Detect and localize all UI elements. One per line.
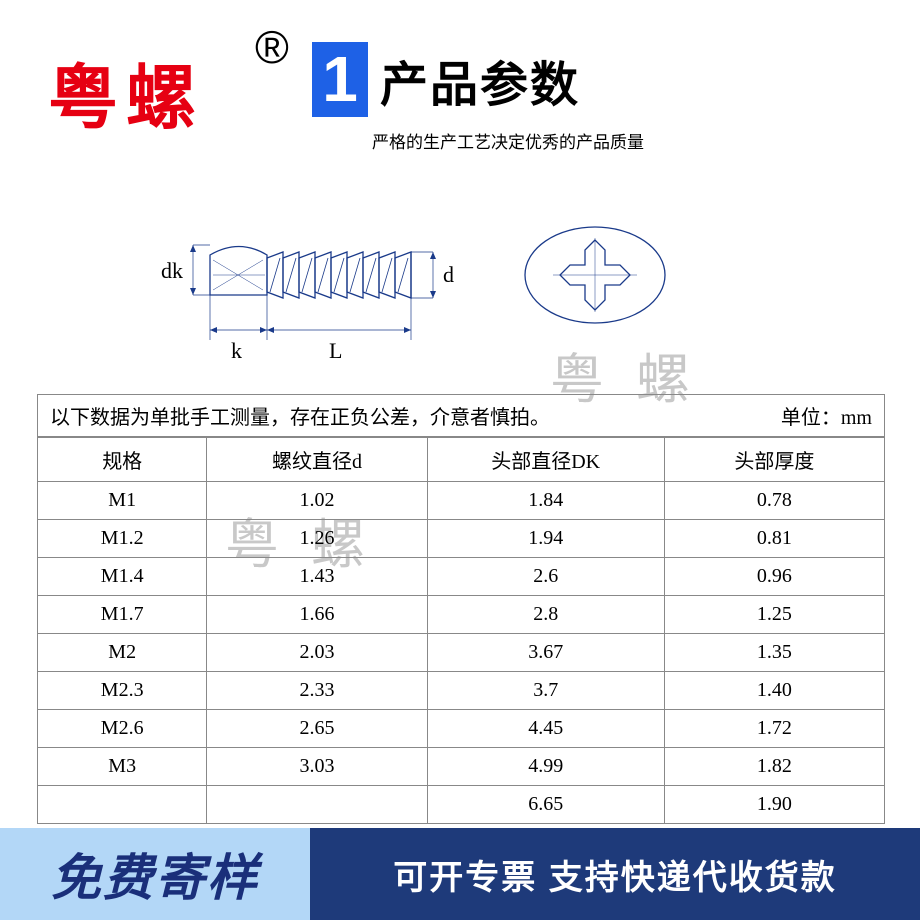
table-cell: 2.65 — [207, 710, 427, 748]
table-cell: 1.72 — [664, 710, 884, 748]
table-row: M1.41.432.60.96 — [38, 558, 885, 596]
label-d: d — [443, 262, 454, 287]
table-cell: M1.7 — [38, 596, 207, 634]
table-cell: M3 — [38, 748, 207, 786]
table-col-header: 螺纹直径d — [207, 438, 427, 482]
table-cell: 0.96 — [664, 558, 884, 596]
registered-mark: ® — [255, 20, 289, 74]
banner-right: 可开专票 支持快递代收货款 — [310, 828, 920, 920]
table-cell: M2.3 — [38, 672, 207, 710]
table-cell — [207, 786, 427, 824]
table-cell: 1.25 — [664, 596, 884, 634]
table-cell — [38, 786, 207, 824]
table-cell: 1.66 — [207, 596, 427, 634]
table-cell: 1.02 — [207, 482, 427, 520]
table-cell: M1 — [38, 482, 207, 520]
table-cell: 3.7 — [427, 672, 664, 710]
table-header-note-row: 以下数据为单批手工测量，存在正负公差，介意者慎拍。 单位：mm — [37, 394, 885, 437]
table-cell: M1.4 — [38, 558, 207, 596]
label-L: L — [329, 338, 342, 363]
table-cell: 4.99 — [427, 748, 664, 786]
table-row: M11.021.840.78 — [38, 482, 885, 520]
bottom-banner: 免费寄样 可开专票 支持快递代收货款 — [0, 828, 920, 920]
spec-table-container: 以下数据为单批手工测量，存在正负公差，介意者慎拍。 单位：mm 规格 螺纹直径d… — [37, 394, 885, 824]
table-row: M22.033.671.35 — [38, 634, 885, 672]
brand-logo: 粤螺 — [48, 42, 204, 143]
table-cell: 3.67 — [427, 634, 664, 672]
screw-diagram: dk d k L — [155, 200, 775, 380]
banner-left: 免费寄样 — [0, 828, 310, 920]
table-cell: 0.81 — [664, 520, 884, 558]
table-cell: 1.26 — [207, 520, 427, 558]
table-cell: 1.84 — [427, 482, 664, 520]
table-cell: 1.43 — [207, 558, 427, 596]
table-cell: M2 — [38, 634, 207, 672]
section-subtitle: 严格的生产工艺决定优秀的产品质量 — [372, 128, 644, 153]
table-cell: 1.90 — [664, 786, 884, 824]
table-note: 以下数据为单批手工测量，存在正负公差，介意者慎拍。 — [50, 401, 550, 430]
table-cell: 6.65 — [427, 786, 664, 824]
table-cell: 2.6 — [427, 558, 664, 596]
table-cell: 1.94 — [427, 520, 664, 558]
section-title: 产品参数 — [380, 45, 580, 115]
label-dk: dk — [161, 258, 183, 283]
table-row: M2.32.333.71.40 — [38, 672, 885, 710]
label-k: k — [231, 338, 242, 363]
table-cell: 0.78 — [664, 482, 884, 520]
table-cell: M2.6 — [38, 710, 207, 748]
table-col-header: 头部厚度 — [664, 438, 884, 482]
table-cell: 4.45 — [427, 710, 664, 748]
section-number-badge: 1 — [312, 42, 368, 117]
table-row: M1.71.662.81.25 — [38, 596, 885, 634]
table-cell: 1.35 — [664, 634, 884, 672]
table-row: M1.21.261.940.81 — [38, 520, 885, 558]
table-cell: M1.2 — [38, 520, 207, 558]
table-cell: 3.03 — [207, 748, 427, 786]
table-cell: 2.8 — [427, 596, 664, 634]
table-col-header: 头部直径DK — [427, 438, 664, 482]
spec-table: 规格 螺纹直径d 头部直径DK 头部厚度 M11.021.840.78M1.21… — [37, 437, 885, 824]
table-row: M2.62.654.451.72 — [38, 710, 885, 748]
table-header-row: 规格 螺纹直径d 头部直径DK 头部厚度 — [38, 438, 885, 482]
table-cell: 1.82 — [664, 748, 884, 786]
table-cell: 1.40 — [664, 672, 884, 710]
table-row: M33.034.991.82 — [38, 748, 885, 786]
table-row: 6.651.90 — [38, 786, 885, 824]
table-cell: 2.33 — [207, 672, 427, 710]
table-unit: 单位：mm — [781, 401, 872, 430]
table-col-header: 规格 — [38, 438, 207, 482]
table-cell: 2.03 — [207, 634, 427, 672]
title-block: 1 产品参数 — [312, 42, 580, 117]
